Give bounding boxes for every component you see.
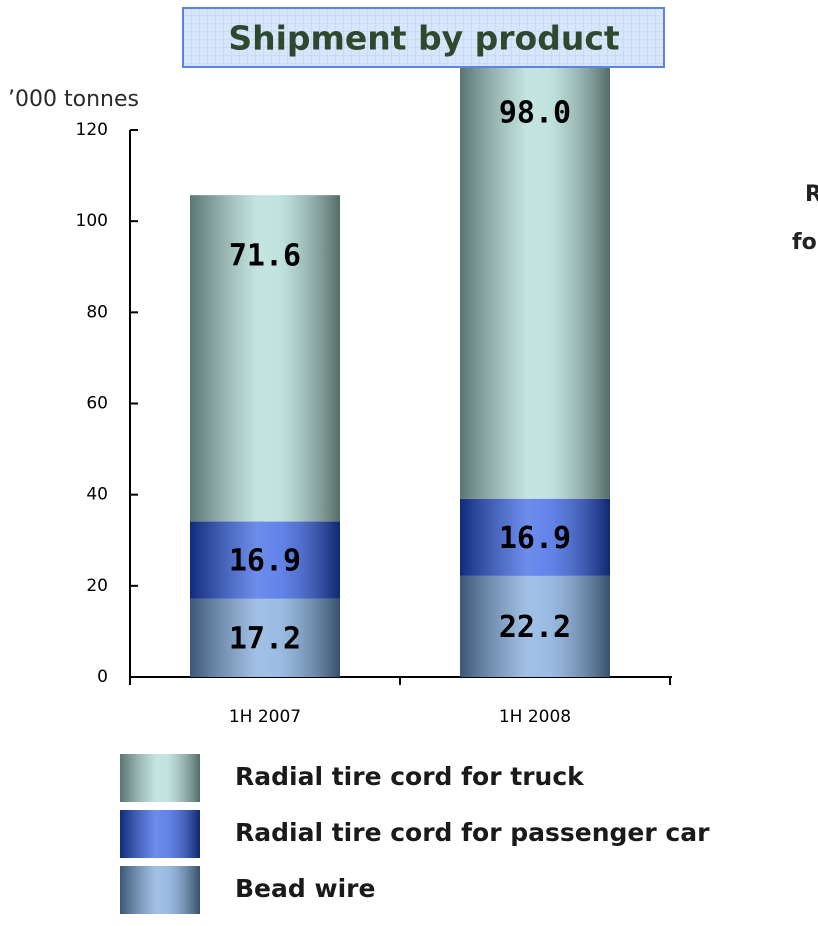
bar-shading xyxy=(460,52,610,499)
bar-shading xyxy=(190,195,340,522)
legend-label: Radial tire cord for passenger car xyxy=(235,818,710,847)
y-tick-label: 120 xyxy=(76,120,108,140)
annotation: R xyxy=(805,182,818,207)
annotation: fo xyxy=(792,230,817,255)
y-tick-label: 0 xyxy=(97,667,108,687)
y-tick-label: 60 xyxy=(86,394,108,414)
data-label: 17.2 xyxy=(229,621,301,656)
data-label: 16.9 xyxy=(229,544,301,579)
data-label: 71.6 xyxy=(229,239,301,274)
bar-shading xyxy=(190,521,340,599)
chart-title: Shipment by product xyxy=(228,19,620,58)
legend-label: Radial tire cord for truck xyxy=(235,762,585,791)
bar-shading xyxy=(190,598,340,677)
y-tick-label: 80 xyxy=(86,302,108,322)
bar-shading xyxy=(460,575,610,677)
x-tick-label: 1H 2007 xyxy=(229,707,301,727)
title-box xyxy=(182,7,665,68)
legend-swatch-shading xyxy=(120,810,200,858)
legend-swatch-shading xyxy=(120,754,200,802)
y-tick-label: 20 xyxy=(86,576,108,596)
data-label: 22.2 xyxy=(499,610,571,645)
data-label: 98.0 xyxy=(499,96,571,131)
y-tick-label: 100 xyxy=(76,211,108,231)
legend-label: Bead wire xyxy=(235,874,375,903)
legend-swatch-shading xyxy=(120,866,200,914)
bar-shading xyxy=(460,498,610,576)
x-tick-label: 1H 2008 xyxy=(499,707,571,727)
data-label: 16.9 xyxy=(499,521,571,556)
y-axis-label: ’000 tonnes xyxy=(8,87,139,112)
y-tick-label: 40 xyxy=(86,485,108,505)
